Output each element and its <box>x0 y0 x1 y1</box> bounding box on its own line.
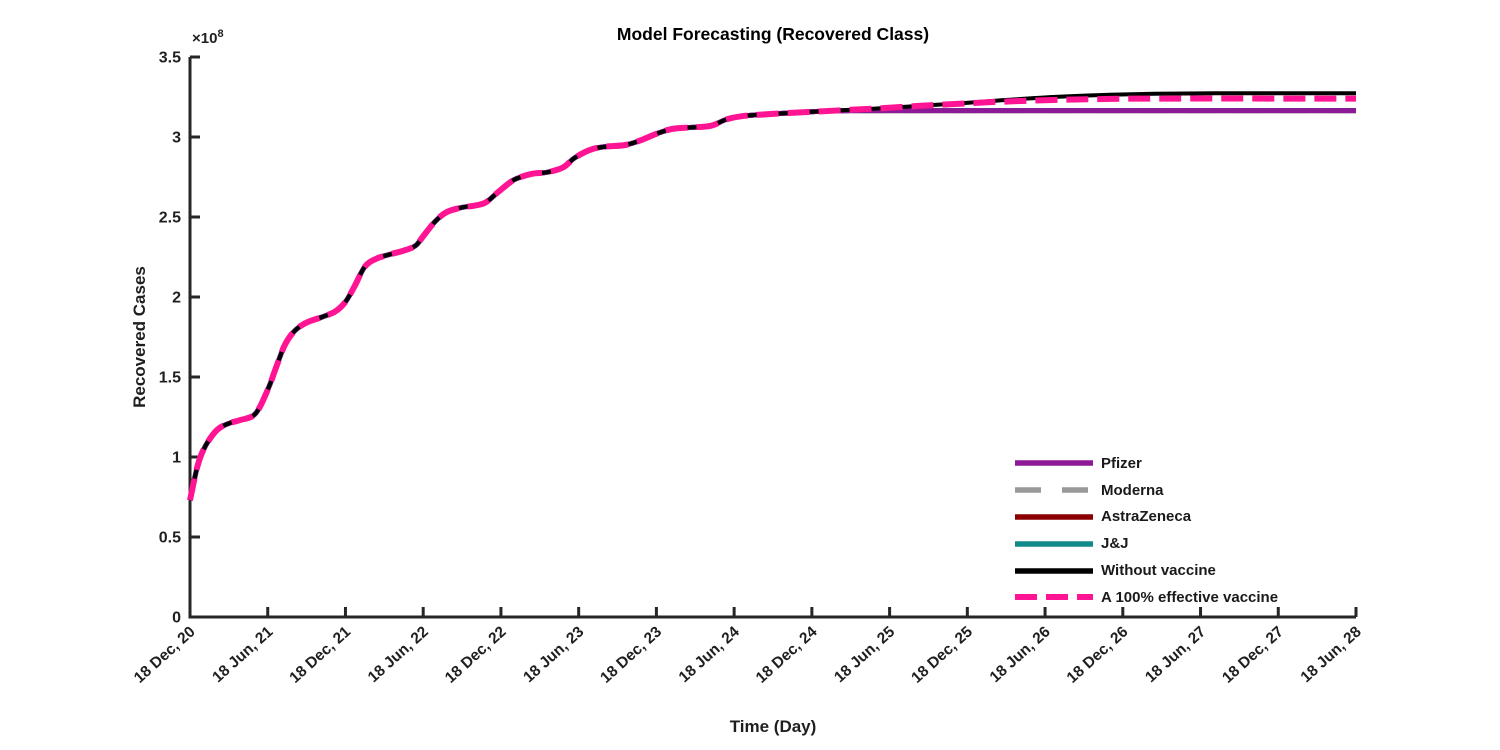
x-axis-label: Time (Day) <box>729 717 817 736</box>
x-tick-label: 18 Dec, 25 <box>908 623 976 687</box>
chart-title: Model Forecasting (Recovered Class) <box>616 24 930 44</box>
x-tick-label: 18 Dec, 27 <box>1219 623 1287 686</box>
legend-item-effective-vaccine: A 100% effective vaccine <box>1015 584 1278 611</box>
x-tick-label: 18 Dec, 26 <box>1064 623 1132 687</box>
axes-lines <box>188 57 1356 619</box>
x-tick-label: 18 Jun, 21 <box>209 623 276 686</box>
series-line-without-vaccine <box>188 91 1357 501</box>
chart-legend: Pfizer Moderna AstraZeneca J&J Without v… <box>1015 450 1278 611</box>
x-tick-label: 18 Jun, 24 <box>676 623 743 686</box>
y-tick-label: 1 <box>172 450 181 467</box>
series-line-pfizer <box>187 108 1356 501</box>
y-tick-label: 3 <box>172 130 181 147</box>
legend-swatch-jj-line <box>1015 541 1093 547</box>
x-tick-label: 18 Dec, 24 <box>753 623 821 687</box>
x-tick-label: 18 Dec, 20 <box>131 623 199 686</box>
x-tick-label: 18 Jun, 23 <box>520 623 587 686</box>
y-axis-exponent: ×108 <box>192 28 224 47</box>
legend-item-moderna: Moderna <box>1015 477 1278 504</box>
x-tick-label: 18 Dec, 21 <box>286 623 354 687</box>
y-tick-label: 1.5 <box>159 370 181 387</box>
y-tick-label: 3.5 <box>159 50 181 67</box>
legend-label: Without vaccine <box>1101 562 1216 580</box>
x-tick-label: 18 Jun, 22 <box>365 623 432 686</box>
x-tick-label: 18 Jun, 27 <box>1142 623 1209 686</box>
series-line-astrazeneca <box>187 108 1356 501</box>
series-line-j-j <box>187 108 1356 501</box>
legend-item-jj: J&J <box>1015 530 1278 557</box>
legend-label: Pfizer <box>1101 454 1142 472</box>
legend-label: A 100% effective vaccine <box>1101 588 1279 606</box>
legend-item-pfizer: Pfizer <box>1015 450 1278 477</box>
x-tick-label: 18 Dec, 23 <box>597 623 665 687</box>
legend-item-astrazeneca: AstraZeneca <box>1015 504 1278 531</box>
legend-label: Moderna <box>1101 481 1164 499</box>
x-tick-label: 18 Jun, 26 <box>987 623 1054 686</box>
legend-label: AstraZeneca <box>1101 508 1192 526</box>
y-tick-label: 0.5 <box>159 530 181 547</box>
legend-swatch-pfizer-line <box>1015 460 1093 467</box>
x-tick-label: 18 Jun, 25 <box>831 623 898 686</box>
x-tick-label: 18 Jun, 28 <box>1298 623 1365 686</box>
y-tick-label: 2 <box>172 290 181 307</box>
legend-swatch-without-vaccine-line <box>1015 567 1093 574</box>
y-tick-label: 0 <box>172 610 181 627</box>
legend-swatch-moderna-line <box>1015 487 1093 493</box>
legend-item-without-vaccine: Without vaccine <box>1015 557 1278 584</box>
series-line-a-100-effective-vaccine <box>187 95 1357 501</box>
legend-swatch-effective-vaccine-line <box>1015 594 1093 601</box>
x-tick-label: 18 Dec, 22 <box>442 623 510 686</box>
legend-swatch-astrazeneca-line <box>1015 514 1093 520</box>
series-line-moderna <box>187 108 1356 501</box>
y-axis-label: Recovered Cases <box>130 266 149 408</box>
y-tick-label: 2.5 <box>159 210 181 227</box>
legend-label: J&J <box>1101 535 1129 553</box>
